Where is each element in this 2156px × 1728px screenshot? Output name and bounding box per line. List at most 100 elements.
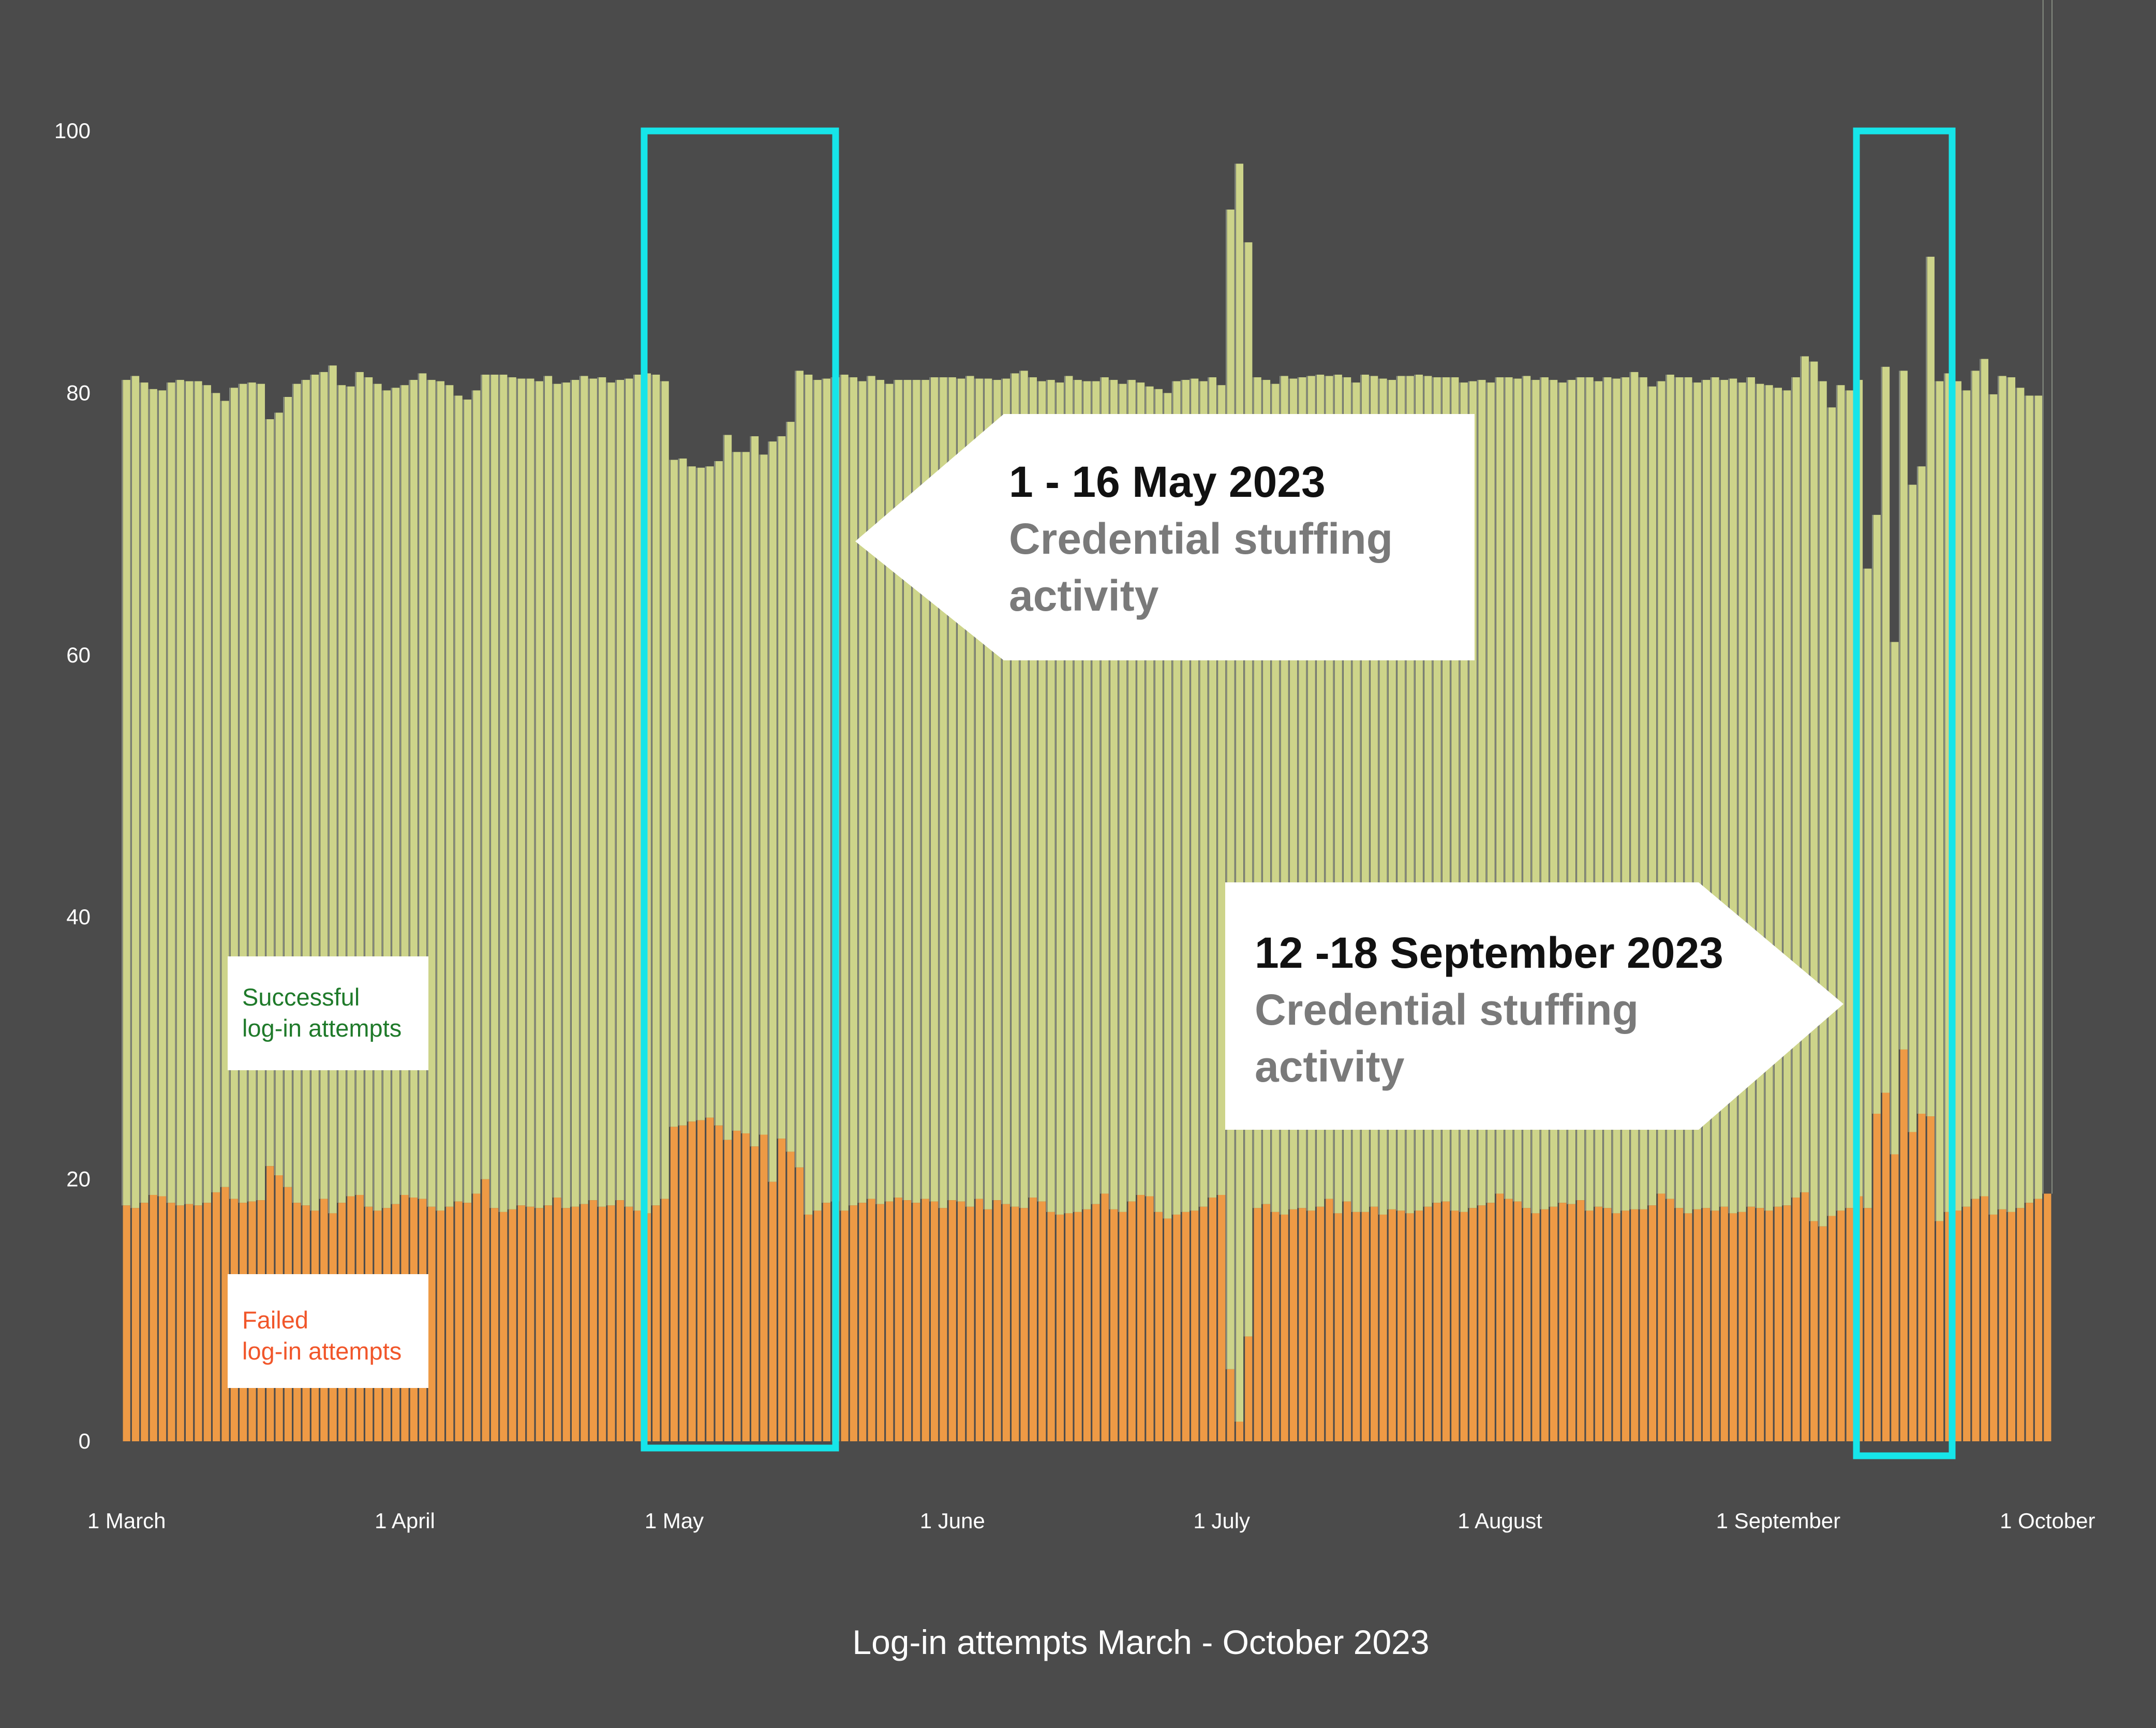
bar-failed <box>1209 1198 1216 1441</box>
bar-success <box>715 461 723 1126</box>
bar-failed <box>1738 1212 1746 1441</box>
bar-success <box>1774 388 1782 1207</box>
bar-failed <box>1433 1203 1441 1441</box>
bar-failed <box>1882 1092 1890 1441</box>
bar-failed <box>1344 1201 1351 1441</box>
callout-september: 12 -18 September 2023 Credential stuffin… <box>1225 882 1843 1130</box>
bar-success <box>733 452 741 1131</box>
legend-failed: Failed log-in attempts <box>228 1274 428 1388</box>
bar-success <box>455 395 463 1202</box>
bar-success <box>850 377 858 1206</box>
bar-failed <box>562 1208 570 1441</box>
bar-failed <box>1379 1214 1387 1441</box>
x-axis: 1 March 1 April 1 May 1 June 1 July 1 August 1… <box>87 1509 2095 1533</box>
bar-success <box>868 376 875 1199</box>
bar-failed <box>1047 1212 1055 1441</box>
bar-failed <box>1550 1206 1558 1441</box>
bar-failed <box>1200 1206 1208 1441</box>
bar-success <box>1765 385 1773 1211</box>
bar-failed <box>1990 1214 1998 1441</box>
bar-failed <box>1648 1205 1657 1441</box>
bar-success <box>697 467 705 1120</box>
bar-failed <box>1936 1221 1944 1441</box>
bar-success <box>876 380 885 1204</box>
bar-failed <box>1523 1208 1531 1441</box>
bar-success <box>1927 257 1935 1117</box>
bar-failed <box>1056 1214 1064 1441</box>
x-tick-label: 1 March <box>87 1509 166 1533</box>
bar-success <box>1936 381 1944 1221</box>
bar-failed <box>1918 1114 1926 1441</box>
bar-failed <box>1792 1198 1800 1441</box>
bar-failed <box>796 1167 804 1441</box>
bar-success <box>1909 484 1917 1132</box>
bar-failed <box>787 1151 795 1441</box>
bar-success <box>1801 356 1809 1192</box>
bar-success <box>607 382 615 1206</box>
bar-success <box>616 380 624 1201</box>
bar-success <box>293 383 301 1203</box>
bar-failed <box>1164 1218 1172 1441</box>
bar-success <box>1828 407 1836 1216</box>
bar-failed <box>589 1200 597 1441</box>
bar-success <box>186 381 194 1204</box>
bar-failed <box>661 1199 669 1441</box>
bar-success <box>1864 568 1872 1208</box>
bar-success <box>796 371 804 1168</box>
bar-failed <box>1262 1204 1271 1441</box>
bar-failed <box>599 1206 606 1441</box>
bar-failed <box>1837 1210 1845 1441</box>
callout-may-shape <box>855 414 1475 660</box>
bar-failed <box>993 1200 1001 1441</box>
bar-failed <box>921 1199 929 1441</box>
bar-failed <box>1765 1210 1773 1441</box>
bar-failed <box>859 1203 867 1441</box>
bar-failed <box>1281 1214 1288 1441</box>
bar-failed <box>841 1210 849 1441</box>
bar-failed <box>1460 1212 1468 1441</box>
bar-failed <box>1307 1210 1315 1441</box>
bar-success <box>356 372 364 1195</box>
bar-failed <box>913 1203 920 1441</box>
bar-success <box>1846 390 1854 1208</box>
bar-failed <box>1272 1212 1280 1441</box>
bar-failed <box>1999 1209 2006 1441</box>
bar-failed <box>1675 1208 1684 1441</box>
bar-success <box>517 378 526 1206</box>
bar-success <box>213 393 220 1192</box>
bar-failed <box>850 1205 858 1441</box>
bar-success <box>329 365 337 1214</box>
bar-success <box>688 466 696 1122</box>
bar-failed <box>1029 1198 1037 1441</box>
bar-failed <box>176 1205 184 1441</box>
bar-failed <box>213 1192 220 1441</box>
y-tick-label: 80 <box>66 380 91 405</box>
bar-failed <box>1541 1209 1549 1441</box>
bar-failed <box>1927 1116 1935 1441</box>
bar-success <box>724 435 732 1140</box>
bar-failed <box>1415 1210 1423 1441</box>
x-tick-label: 1 June <box>920 1509 985 1533</box>
bar-failed <box>1236 1422 1244 1441</box>
bar-success <box>652 374 660 1206</box>
bar-failed <box>1972 1199 1980 1441</box>
bar-success <box>562 382 570 1208</box>
bar-failed <box>652 1205 660 1441</box>
y-axis: 0 20 40 60 80 100 <box>54 119 91 1453</box>
bar-failed <box>509 1209 516 1441</box>
x-tick-label: 1 August <box>1458 1509 1542 1533</box>
bar-failed <box>688 1121 696 1441</box>
bar-success <box>661 381 669 1199</box>
bar-success <box>679 459 687 1126</box>
bar-success <box>859 381 867 1203</box>
bar-success <box>903 380 912 1201</box>
bar-failed <box>607 1205 615 1441</box>
bar-success <box>1891 642 1899 1155</box>
bar-success <box>581 376 588 1204</box>
bar-failed <box>428 1206 436 1441</box>
bar-failed <box>626 1206 633 1441</box>
bar-success <box>338 385 346 1203</box>
bar-failed <box>634 1210 642 1441</box>
chart-title: Log-in attempts March - October 2023 <box>852 1623 1429 1661</box>
bar-failed <box>679 1125 687 1441</box>
